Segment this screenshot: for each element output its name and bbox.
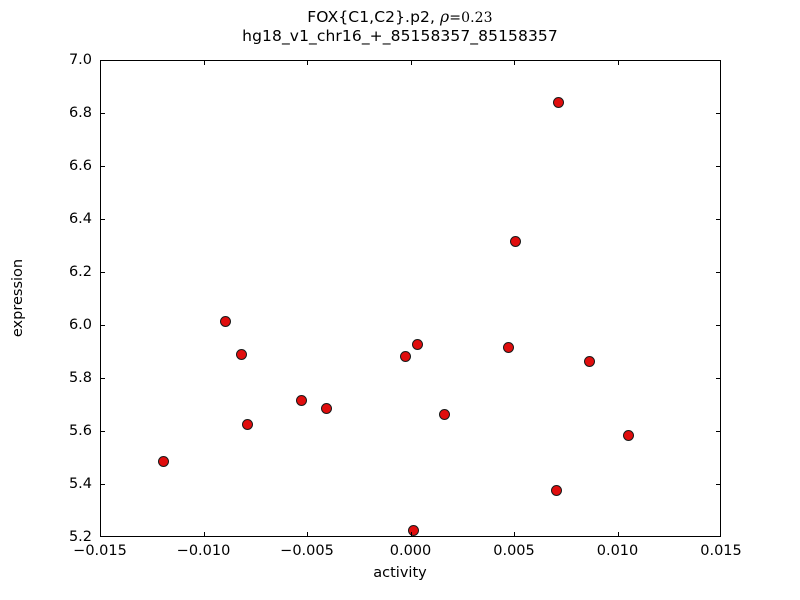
y-axis-tick-label: 6.8 [68, 105, 92, 121]
x-axis-tick [307, 60, 309, 65]
y-axis-tick [716, 431, 721, 433]
x-axis-tick-label: −0.005 [280, 543, 334, 559]
data-points-layer [101, 61, 720, 536]
y-axis-tick-label: 6.4 [68, 211, 92, 227]
x-axis-tick [307, 532, 309, 537]
y-axis-tick [716, 378, 721, 380]
y-axis-tick-label: 6.2 [68, 264, 92, 280]
data-point [219, 316, 231, 328]
x-axis-tick [617, 60, 619, 65]
y-axis-tick-label: 5.6 [68, 423, 92, 439]
x-axis-tick [410, 532, 412, 537]
x-axis-tick-label: −0.015 [73, 543, 127, 559]
data-point [408, 524, 420, 536]
y-axis-tick [100, 166, 105, 168]
data-point [584, 356, 596, 368]
y-axis-tick [100, 431, 105, 433]
y-axis-tick [716, 219, 721, 221]
y-axis-tick-label: 5.8 [68, 370, 92, 386]
data-point [439, 409, 451, 421]
y-axis-label: expression [10, 258, 26, 338]
data-point [399, 350, 411, 362]
x-axis-tick [203, 60, 205, 65]
data-point [509, 235, 521, 247]
y-axis-tick [100, 378, 105, 380]
x-axis-tick-label: 0.015 [700, 543, 742, 559]
x-axis-tick [410, 60, 412, 65]
x-axis-label: activity [373, 565, 427, 581]
chart-title-line-1: FOX{C1,C2}.p2, ρ=0.23 [0, 8, 800, 27]
x-axis-tick [617, 532, 619, 537]
rho-value: 0.23 [461, 10, 493, 26]
y-axis-tick [716, 484, 721, 486]
x-axis-tick [514, 532, 516, 537]
rho-symbol: ρ [440, 8, 450, 26]
y-axis-tick [716, 325, 721, 327]
x-axis-tick-label: 0.010 [596, 543, 639, 559]
x-axis-tick [514, 60, 516, 65]
y-axis-tick-label: 6.6 [68, 158, 92, 174]
data-point [412, 338, 424, 350]
y-axis-tick [716, 272, 721, 274]
y-axis-tick [716, 113, 721, 115]
y-axis-tick-label: 6.0 [68, 317, 92, 333]
y-axis-tick [100, 113, 105, 115]
y-axis-tick [100, 272, 105, 274]
data-point [321, 403, 333, 415]
data-point [236, 348, 248, 360]
y-axis-tick-label: 7.0 [68, 52, 92, 68]
rho-equals: = [449, 10, 462, 26]
y-axis-tick [100, 484, 105, 486]
data-point [550, 484, 562, 496]
data-point [503, 341, 515, 353]
chart-title: FOX{C1,C2}.p2, ρ=0.23 hg18_v1_chr16_+_85… [0, 8, 800, 45]
x-axis-tick-label: −0.010 [176, 543, 231, 559]
data-point [623, 429, 635, 441]
data-point [552, 96, 564, 108]
data-point [157, 455, 169, 467]
y-axis-tick [716, 166, 721, 168]
data-point [242, 419, 254, 431]
chart-title-prefix: FOX{C1,C2}.p2, [307, 8, 441, 26]
y-axis-tick-label: 5.2 [68, 529, 92, 545]
x-axis-tick-label: 0.005 [493, 543, 535, 559]
y-axis-tick-label: 5.4 [68, 476, 92, 492]
x-axis-tick-label: 0.000 [389, 543, 432, 559]
chart-subtitle: hg18_v1_chr16_+_85158357_85158357 [242, 26, 558, 45]
y-axis-tick [100, 325, 105, 327]
data-point [296, 395, 308, 407]
x-axis-tick [203, 532, 205, 537]
plot-area [100, 60, 721, 537]
y-axis-tick [100, 219, 105, 221]
